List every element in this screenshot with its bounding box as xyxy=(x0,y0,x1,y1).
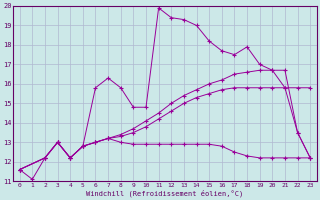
X-axis label: Windchill (Refroidissement éolien,°C): Windchill (Refroidissement éolien,°C) xyxy=(86,189,244,197)
